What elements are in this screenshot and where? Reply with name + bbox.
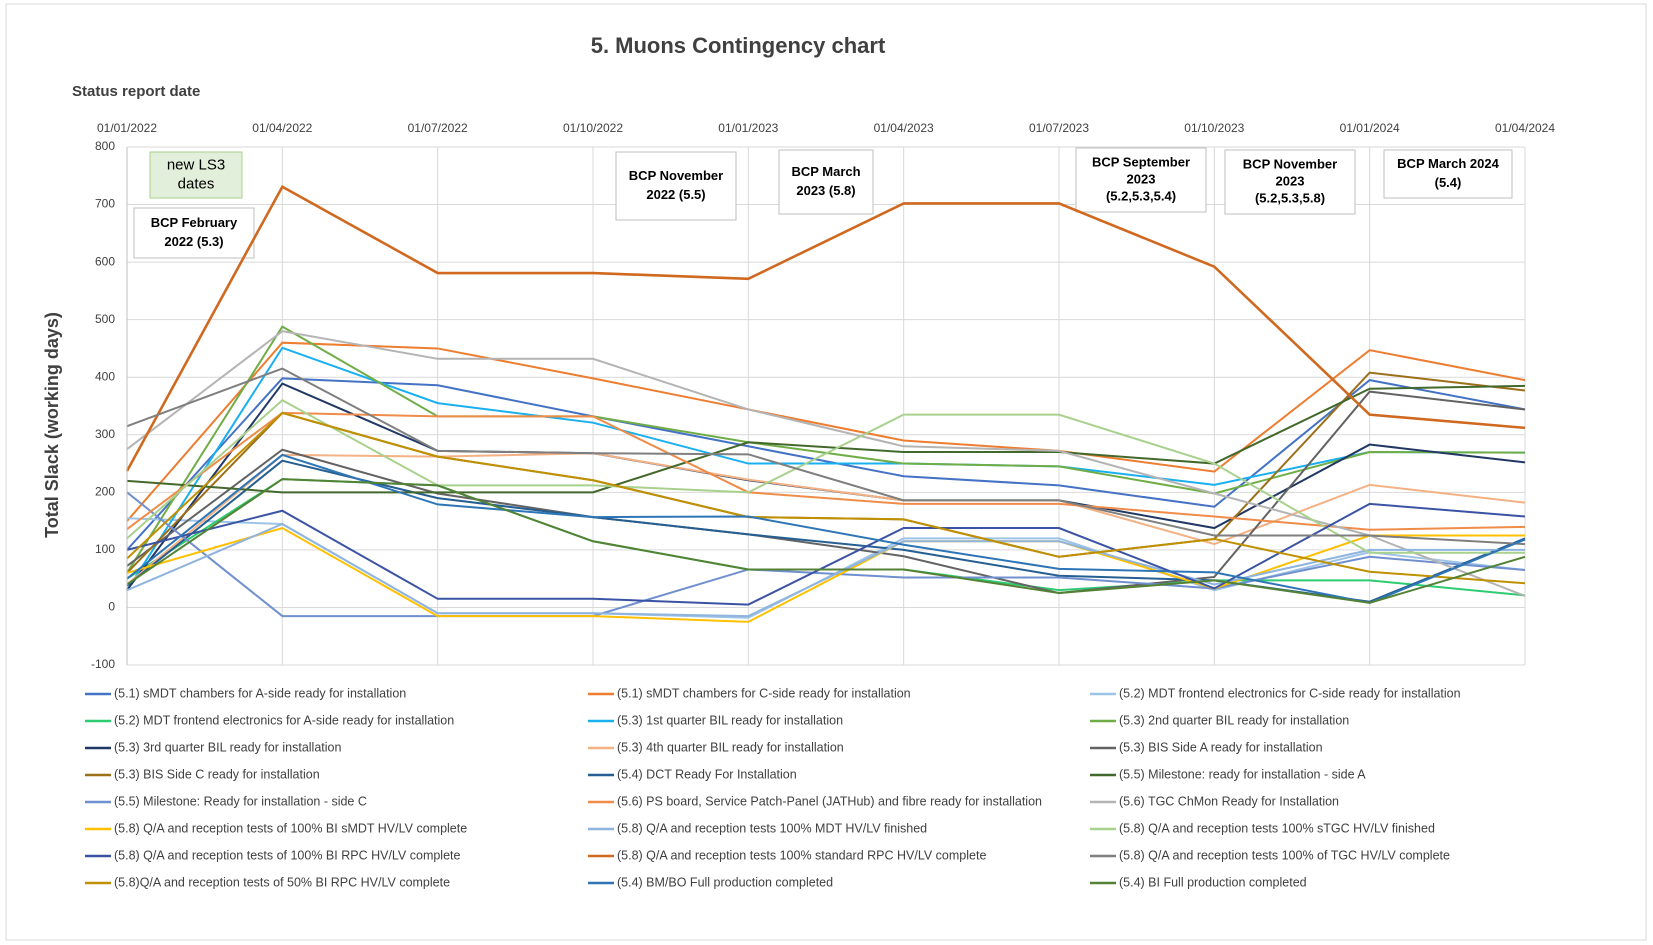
annotation-text: BCP March 2024 xyxy=(1397,156,1499,171)
legend-label: (5.3) 1st quarter BIL ready for installa… xyxy=(617,713,843,727)
y-axis-title: Total Slack (working days) xyxy=(42,312,62,538)
annotation-text: BCP March xyxy=(791,164,860,179)
x-tick-label: 01/01/2022 xyxy=(97,121,157,135)
chart-title: 5. Muons Contingency chart xyxy=(591,33,886,58)
legend-label: (5.2) MDT frontend electronics for A-sid… xyxy=(114,713,454,727)
x-tick-label: 01/07/2023 xyxy=(1029,121,1089,135)
annotation-box xyxy=(1075,147,1207,213)
annotation-text: BCP September xyxy=(1092,154,1190,169)
x-tick-label: 01/04/2023 xyxy=(874,121,934,135)
legend-label: (5.8)Q/A and reception tests of 50% BI R… xyxy=(114,875,450,889)
annotation-text: (5.4) xyxy=(1435,175,1462,190)
legend-label: (5.3) BIS Side C ready for installation xyxy=(114,767,320,781)
series-line xyxy=(126,411,1526,531)
legend-label: (5.4) BI Full production completed xyxy=(1119,875,1307,889)
x-tick-label: 01/04/2024 xyxy=(1495,121,1555,135)
legend-label: (5.3) 3rd quarter BIL ready for installa… xyxy=(114,740,341,754)
annotation-text: 2022 (5.5) xyxy=(646,187,705,202)
y-tick-label: 800 xyxy=(95,139,115,153)
y-tick-label: 300 xyxy=(95,427,115,441)
series-line xyxy=(126,502,1526,606)
series-line xyxy=(126,526,1525,623)
series-line xyxy=(126,367,1526,546)
series-line xyxy=(126,478,1526,604)
y-tick-label: -100 xyxy=(91,657,115,671)
legend-label: (5.8) Q/A and reception tests 100% sTGC … xyxy=(1119,821,1435,835)
series-line xyxy=(126,522,1525,618)
annotation-text: 2023 xyxy=(1127,171,1156,186)
legend-label: (5.3) 2nd quarter BIL ready for installa… xyxy=(1119,713,1349,727)
annotation-text: 2022 (5.3) xyxy=(164,234,223,249)
annotation-box xyxy=(615,151,737,221)
series-line xyxy=(125,184,1526,472)
series-line xyxy=(126,399,1525,554)
legend-label: (5.6) TGC ChMon Ready for Installation xyxy=(1119,794,1339,808)
series-line xyxy=(126,390,1526,595)
y-tick-label: 400 xyxy=(95,369,115,383)
annotation-text: dates xyxy=(178,175,215,192)
series-line xyxy=(126,453,1526,604)
y-tick-label: 200 xyxy=(95,485,115,499)
legend-label: (5.8) Q/A and reception tests of 100% BI… xyxy=(114,848,461,862)
x-tick-label: 01/07/2022 xyxy=(408,121,468,135)
legend-label: (5.8) Q/A and reception tests 100% stand… xyxy=(617,848,986,862)
legend-label: (5.4) DCT Ready For Installation xyxy=(617,767,797,781)
series-line xyxy=(126,330,1526,597)
annotation-text: 2023 xyxy=(1276,173,1305,188)
annotation-box xyxy=(133,207,255,259)
x-tick-label: 01/04/2022 xyxy=(252,121,312,135)
legend-label: (5.3) BIS Side A ready for installation xyxy=(1119,740,1323,754)
annotation-text: 2023 (5.8) xyxy=(796,183,855,198)
series-line xyxy=(126,491,1526,618)
annotation-box xyxy=(149,151,243,199)
x-tick-label: 01/01/2023 xyxy=(718,121,778,135)
x-tick-label: 01/10/2023 xyxy=(1184,121,1244,135)
annotation-text: BCP February xyxy=(151,215,238,230)
legend-label: (5.8) Q/A and reception tests of 100% BI… xyxy=(114,821,467,835)
series-line xyxy=(126,384,1526,494)
y-tick-label: 600 xyxy=(95,254,115,268)
annotation-box xyxy=(1383,149,1513,199)
y-tick-label: 700 xyxy=(95,197,115,211)
legend-label: (5.1) sMDT chambers for C-side ready for… xyxy=(617,686,911,700)
annotation-box xyxy=(1224,149,1356,215)
y-tick-label: 500 xyxy=(95,312,115,326)
x-axis-title: Status report date xyxy=(72,83,200,100)
legend-label: (5.8) Q/A and reception tests 100% MDT H… xyxy=(617,821,927,835)
annotation-box xyxy=(778,149,874,215)
x-tick-label: 01/10/2022 xyxy=(563,121,623,135)
x-tick-label: 01/01/2024 xyxy=(1340,121,1400,135)
annotation-text: (5.2,5.3,5.8) xyxy=(1255,190,1325,205)
series-line xyxy=(126,411,1526,585)
annotation-text: new LS3 xyxy=(167,156,225,173)
legend-label: (5.4) BM/BO Full production completed xyxy=(617,875,833,889)
legend-label: (5.2) MDT frontend electronics for C-sid… xyxy=(1119,686,1461,700)
y-tick-label: 100 xyxy=(95,542,115,556)
annotation-text: (5.2,5.3,5.4) xyxy=(1106,188,1176,203)
legend-label: (5.1) sMDT chambers for A-side ready for… xyxy=(114,686,406,700)
y-tick-label: 0 xyxy=(108,600,115,614)
legend-label: (5.3) 4th quarter BIL ready for installa… xyxy=(617,740,844,754)
annotation-text: BCP November xyxy=(629,168,723,183)
series-line xyxy=(126,346,1526,591)
legend-label: (5.5) Milestone: Ready for installation … xyxy=(114,794,367,808)
legend-label: (5.8) Q/A and reception tests 100% of TG… xyxy=(1119,848,1450,862)
series-line xyxy=(126,377,1526,551)
legend-label: (5.6) PS board, Service Patch-Panel (JAT… xyxy=(617,794,1042,808)
legend-label: (5.5) Milestone: ready for installation … xyxy=(1119,767,1366,781)
annotation-text: BCP November xyxy=(1243,156,1337,171)
